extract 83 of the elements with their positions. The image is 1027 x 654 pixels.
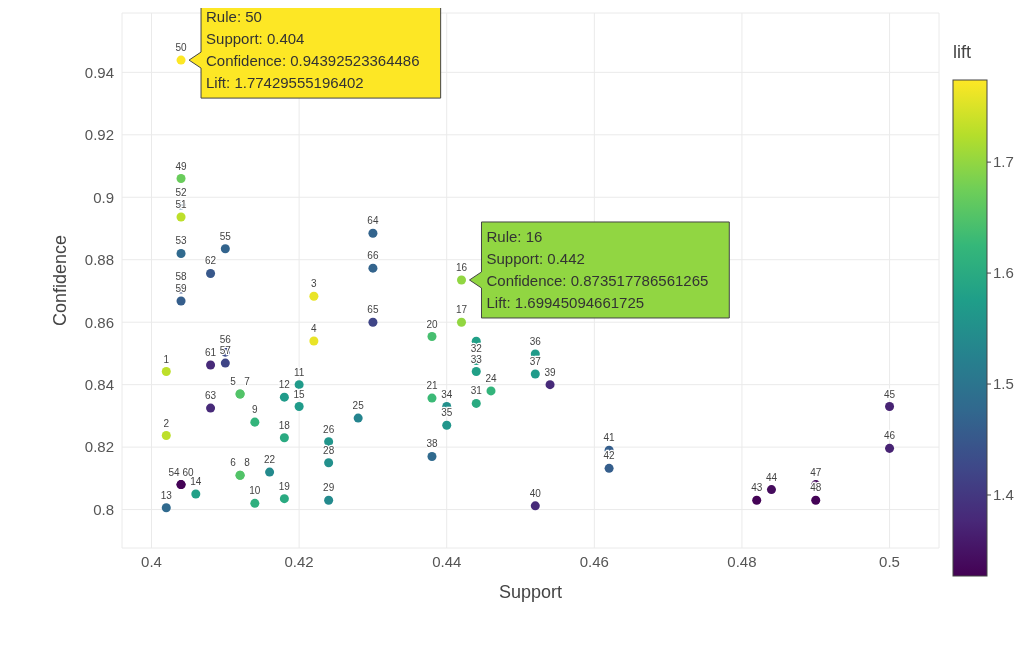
x-axis-title: Support xyxy=(498,582,563,602)
annotation: 25 xyxy=(352,400,365,412)
annotation: 60 xyxy=(182,466,195,478)
y-tick-label: 0.8 xyxy=(93,500,114,518)
annotation: 28 xyxy=(323,444,335,456)
y-axis-title: Confidence xyxy=(50,234,71,327)
annotation: 53 xyxy=(175,235,188,247)
color-bar-title: lift xyxy=(953,42,971,62)
annotation: 62 xyxy=(205,255,217,267)
annotation: 18 xyxy=(278,419,291,431)
hover-tooltip: Rule: 16 Support: 0.442 Confidence: 0.873517786561265 Lift: 1.69945094661725 xyxy=(469,221,730,319)
annotation: Rule: 50 Support: 0.404 Confidence: 0.94392523364486 Lift: 1.77429555196402 xyxy=(206,8,420,92)
annotation: 49 xyxy=(175,160,188,172)
annotation: 22 xyxy=(264,454,276,466)
annotation: 14 xyxy=(190,475,202,487)
annotation: 41 xyxy=(603,432,616,444)
annotation: 66 xyxy=(367,250,379,262)
annotation: 47 xyxy=(810,466,822,478)
annotation: 26 xyxy=(323,423,335,435)
annotation: 52 xyxy=(175,187,188,199)
annotation: 45 xyxy=(883,388,896,400)
annotation: Rule: 16 Support: 0.442 Confidence: 0.873517786561265 Lift: 1.69945094661725 xyxy=(486,227,709,311)
x-tick-label: 0.5 xyxy=(879,552,900,570)
annotation: 29 xyxy=(323,482,335,494)
annotation: 32 xyxy=(470,342,483,354)
annotation: 11 xyxy=(293,366,305,378)
annotation: 6 xyxy=(230,457,237,469)
annotation: 38 xyxy=(426,438,438,450)
color-bar-label: 1.6 xyxy=(993,264,1014,282)
hover-tooltip: Rule: 50 Support: 0.404 Confidence: 0.94392523364486 Lift: 1.77429555196402 xyxy=(188,8,442,99)
annotation: 17 xyxy=(455,304,468,316)
color-bar-label: 1.4 xyxy=(993,486,1014,503)
x-tick-label: 0.44 xyxy=(432,552,462,570)
annotation: 40 xyxy=(529,487,542,499)
annotation: 44 xyxy=(765,471,778,483)
annotation: 20 xyxy=(426,318,438,330)
x-tick-label: 0.46 xyxy=(579,552,609,570)
annotation: 55 xyxy=(219,230,232,242)
annotation: 39 xyxy=(544,366,557,378)
annotation: 8 xyxy=(244,457,251,469)
annotation: 21 xyxy=(426,380,438,392)
annotation: 61 xyxy=(205,346,217,358)
annotation: 15 xyxy=(293,388,306,400)
annotation: 4 xyxy=(311,322,318,334)
y-tick-label: 0.94 xyxy=(84,63,114,81)
annotation: 7 xyxy=(244,376,251,388)
color-bar-label: 1.7 xyxy=(993,153,1014,171)
annotation: 50 xyxy=(175,42,188,54)
annotation: 16 xyxy=(455,261,468,273)
annotation: 2 xyxy=(163,417,170,429)
x-tick-label: 0.42 xyxy=(284,552,314,570)
annotation: 24 xyxy=(485,372,498,384)
y-tick-label: 0.9 xyxy=(93,188,114,206)
x-tick-label: 0.4 xyxy=(141,552,162,570)
annotation: 13 xyxy=(160,489,173,501)
color-bar-label: 1.5 xyxy=(993,375,1014,393)
annotation: 46 xyxy=(883,430,896,442)
annotation: 19 xyxy=(278,480,291,492)
annotation: 43 xyxy=(751,482,763,494)
annotation: 65 xyxy=(367,304,379,316)
x-tick-label: 0.48 xyxy=(727,552,757,570)
annotation: 10 xyxy=(249,485,261,497)
annotation: 34 xyxy=(441,388,453,400)
y-tick-label: 0.86 xyxy=(84,313,114,331)
y-tick-label: 0.88 xyxy=(84,251,114,269)
annotation: 3 xyxy=(311,278,318,290)
annotation: 58 xyxy=(175,271,188,283)
annotation: 64 xyxy=(367,215,379,227)
annotation: 35 xyxy=(441,407,453,419)
annotation: 63 xyxy=(205,390,217,402)
annotation: 42 xyxy=(603,450,616,462)
annotation: 54 xyxy=(168,466,181,478)
y-tick-label: 0.92 xyxy=(84,126,114,144)
annotation: 12 xyxy=(278,379,291,391)
y-tick-label: 0.82 xyxy=(84,438,114,456)
annotation: 36 xyxy=(529,336,542,348)
y-tick-label: 0.84 xyxy=(84,375,114,393)
annotation: 31 xyxy=(470,385,483,397)
annotation: 1 xyxy=(163,353,170,365)
annotation: 9 xyxy=(252,404,259,416)
annotation: 56 xyxy=(219,334,232,346)
annotation: 5 xyxy=(230,376,237,388)
annotation: 37 xyxy=(529,356,542,368)
